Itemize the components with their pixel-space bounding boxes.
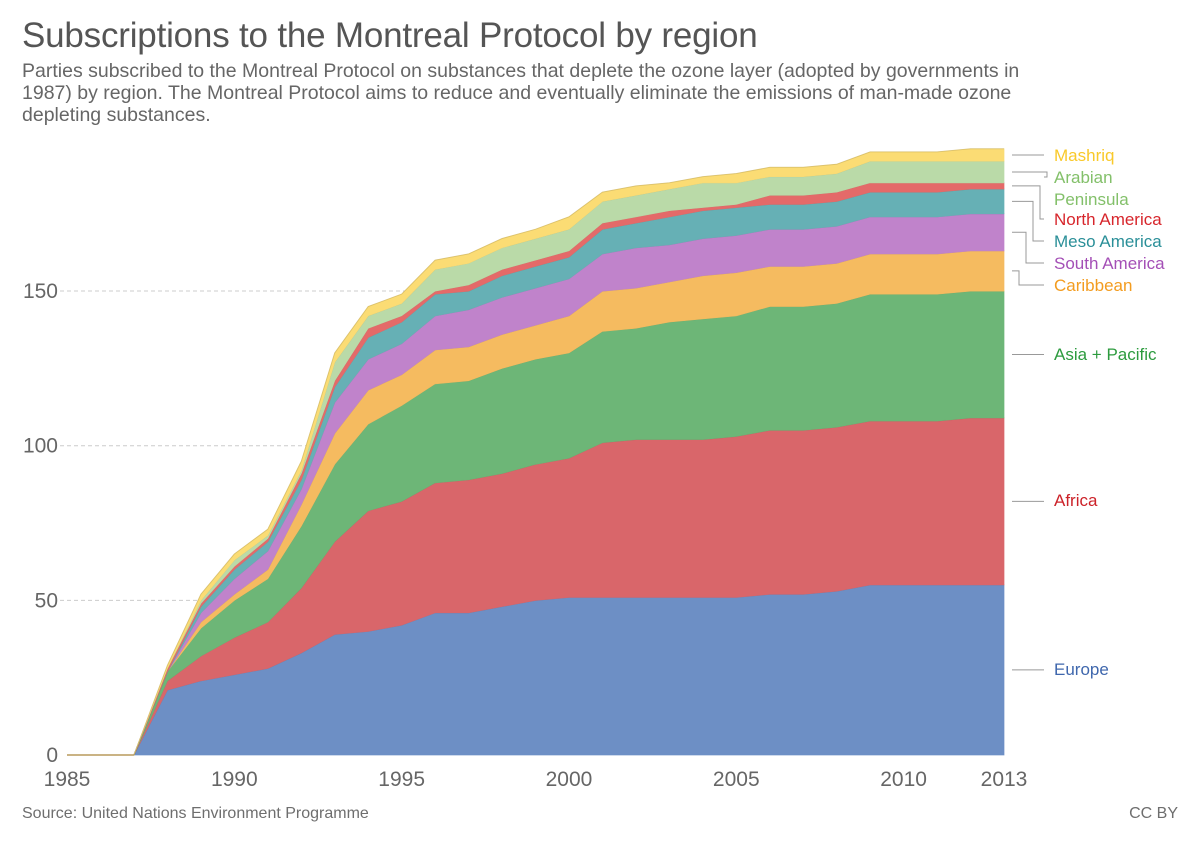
y-axis: 0 50 100 150: [23, 280, 58, 767]
legend: Europe Africa Asia + Pacific Caribbean South…: [1012, 146, 1165, 679]
chart-title: Subscriptions to the Montreal Protocol b…: [22, 16, 758, 55]
legend-connector-north-america: [1012, 185, 1044, 220]
x-tick-label: 1995: [378, 768, 425, 791]
license-label: CC BY: [1129, 805, 1178, 822]
x-tick-label: 2000: [546, 768, 593, 791]
legend-label-europe: Europe: [1054, 660, 1109, 679]
legend-label-south-america: South America: [1054, 254, 1165, 273]
legend-label-arabian-peninsula: Arabian: [1054, 168, 1113, 187]
x-tick-label: 1985: [44, 768, 91, 791]
x-tick-label: 1990: [211, 768, 258, 791]
legend-connector-caribbean: [1012, 270, 1044, 286]
legend-connector-south-america: [1012, 231, 1044, 264]
area-edge-mashriq: [67, 148, 1004, 756]
x-tick-label: 2005: [713, 768, 760, 791]
legend-label-asia-pacific: Asia + Pacific: [1054, 345, 1157, 364]
x-tick-label: 2010: [880, 768, 927, 791]
y-tick-label: 0: [46, 744, 58, 767]
legend-connector-meso-america: [1012, 200, 1044, 242]
y-tick-label: 100: [23, 435, 58, 458]
area-series-group: [67, 148, 1005, 756]
x-tick-label: 2013: [981, 768, 1028, 791]
y-tick-label: 150: [23, 280, 58, 303]
legend-label-africa: Africa: [1054, 491, 1098, 510]
legend-label-arabian-peninsula: Peninsula: [1054, 190, 1129, 209]
area-mashriq: [67, 148, 1005, 756]
legend-label-meso-america: Meso America: [1054, 232, 1162, 251]
legend-connector-arabian-peninsula: [1012, 171, 1048, 178]
x-axis: 1985 1990 1995 2000 2005 2010 2013: [44, 768, 1028, 791]
legend-label-north-america: North America: [1054, 210, 1162, 229]
y-tick-label: 50: [35, 589, 58, 612]
source-note: Source: United Nations Environment Progr…: [22, 805, 369, 822]
chart-subtitle: Parties subscribed to the Montreal Proto…: [22, 60, 1020, 126]
legend-label-mashriq: Mashriq: [1054, 146, 1114, 165]
legend-label-caribbean: Caribbean: [1054, 276, 1132, 295]
